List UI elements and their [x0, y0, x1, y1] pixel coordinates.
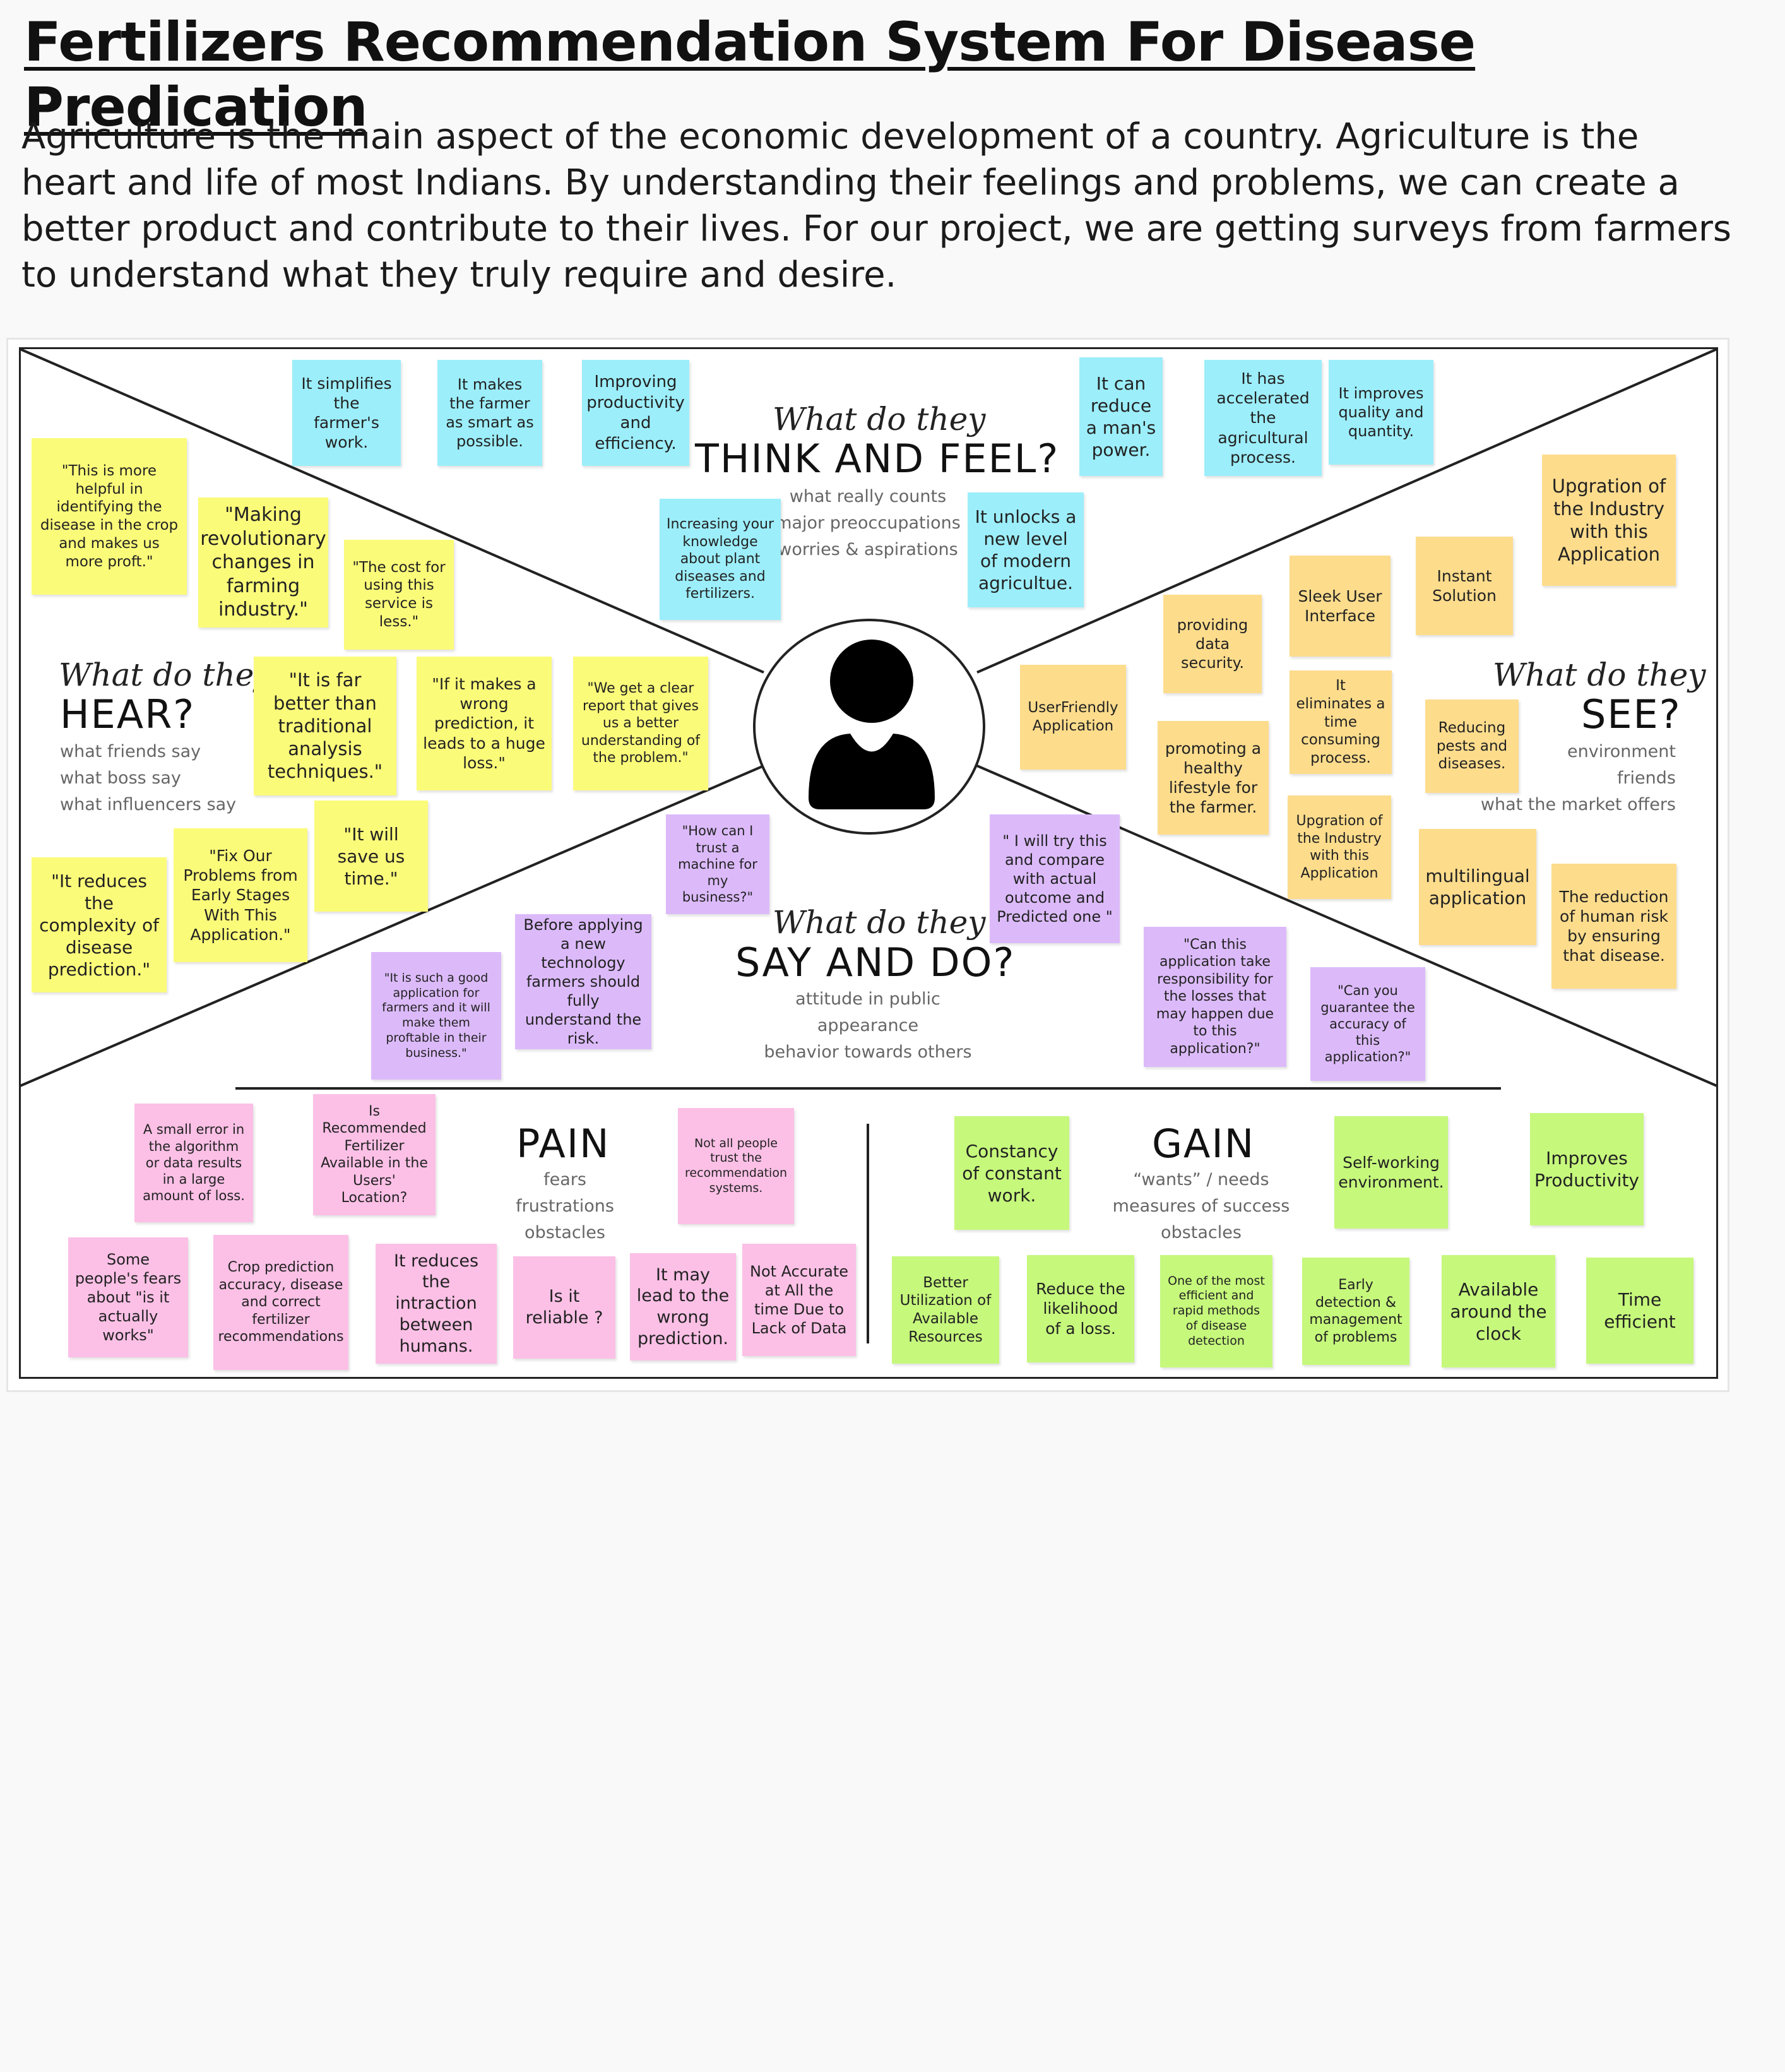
sticky-note-think: Improving productivity and efficiency.	[582, 360, 689, 466]
sticky-note-hear: "Fix Our Problems from Early Stages With…	[174, 828, 307, 962]
sticky-note-hear: "We get a clear report that gives us a b…	[573, 657, 708, 790]
sticky-note-see: Instant Solution	[1416, 537, 1513, 635]
sticky-note-gain: One of the most efficient and rapid meth…	[1160, 1255, 1272, 1367]
say-heading: SAY AND DO?	[735, 939, 1016, 985]
hear-subtitles: what friends say what boss say what influe…	[60, 742, 237, 814]
user-icon	[809, 640, 935, 809]
persona-hub	[753, 619, 985, 835]
sticky-note-pain: Crop prediction accuracy, disease and co…	[213, 1235, 348, 1370]
divider-top-left	[20, 348, 764, 674]
hear-heading-script: What do they	[59, 657, 272, 693]
sticky-note-hear: "It reduces the complexity of disease pr…	[32, 857, 167, 992]
sticky-note-pain: A small error in the algorithm or data r…	[134, 1104, 253, 1222]
sticky-note-think: It unlocks a new level of modern agricul…	[968, 492, 1084, 607]
sticky-note-pain: Is it reliable ?	[513, 1256, 615, 1359]
sticky-note-see: Upgration of the Industry with this Appl…	[1288, 795, 1391, 899]
pain-heading: PAIN	[516, 1121, 610, 1167]
sticky-note-gain: Constancy of constant work.	[954, 1116, 1069, 1230]
sticky-note-say: "Can you guarantee the accuracy of this …	[1310, 967, 1425, 1081]
pain-subtitles: fears frustrations obstacles	[516, 1170, 614, 1242]
divider-bottom-left	[20, 765, 764, 1087]
say-subtitles: attitude in public appearance behavior tow…	[764, 989, 972, 1062]
sticky-note-hear: "Making revolutionary changes in farming…	[198, 497, 328, 628]
gain-heading: GAIN	[1152, 1121, 1255, 1167]
sticky-note-pain: Some people's fears about "is it actuall…	[68, 1237, 188, 1357]
sticky-note-pain: It may lead to the wrong prediction.	[630, 1253, 736, 1360]
sticky-note-gain: Self-working environment.	[1334, 1116, 1448, 1229]
sticky-note-gain: Reduce the likelihood of a loss.	[1027, 1255, 1134, 1362]
sticky-note-think: It simplifies the farmer's work.	[292, 360, 401, 466]
sticky-note-see: It eliminates a time consuming process.	[1290, 670, 1392, 774]
page-title: Fertilizers Recommendation System For Di…	[24, 11, 1476, 140]
sticky-note-gain: Better Utilization of Available Resource…	[892, 1256, 999, 1364]
sticky-note-hear: "If it makes a wrong prediction, it lead…	[417, 657, 552, 790]
see-heading: SEE?	[1581, 691, 1681, 737]
sticky-note-gain: Available around the clock	[1442, 1255, 1555, 1367]
sticky-note-think: It makes the farmer as smart as possible…	[437, 360, 542, 466]
sticky-note-see: The reduction of human risk by ensuring …	[1551, 864, 1676, 989]
sticky-note-say: "It is such a good application for farme…	[371, 952, 501, 1080]
sticky-note-hear: "It is far better than traditional analy…	[254, 657, 396, 795]
sticky-note-see: Sleek User Interface	[1290, 556, 1391, 657]
sticky-note-say: "Can this application take responsibilit…	[1144, 927, 1286, 1067]
sticky-note-say: " I will try this and compare with actua…	[990, 814, 1120, 943]
sticky-note-hear: "It will save us time."	[314, 801, 428, 912]
sticky-note-see: promoting a healthy lifestyle for the fa…	[1158, 721, 1269, 835]
sticky-note-say: "How can I trust a machine for my busine…	[666, 814, 769, 914]
sticky-note-see: Reducing pests and diseases.	[1425, 700, 1519, 793]
sticky-note-pain: Not all people trust the recommendation …	[678, 1108, 794, 1224]
sticky-note-think: It can reduce a man's power.	[1079, 357, 1163, 476]
sticky-note-say: Before applying a new technology farmers…	[515, 914, 651, 1049]
sticky-note-think: It improves quality and quantity.	[1329, 360, 1433, 465]
sticky-note-think: Increasing your knowledge about plant di…	[660, 499, 781, 620]
sticky-note-pain: Is Recommended Fertilizer Available in t…	[313, 1094, 436, 1215]
see-heading-script: What do they	[1493, 657, 1706, 693]
think-subtitles: what really counts major preoccupations wo…	[775, 487, 961, 559]
think-heading-script: What do they	[773, 401, 986, 438]
sticky-note-think: It has accelerated the agricultural proc…	[1204, 360, 1322, 476]
sticky-note-gain: Early detection & management of problems	[1302, 1258, 1409, 1365]
sticky-note-hear: "This is more helpful in identifying the…	[32, 438, 187, 595]
hear-heading: HEAR?	[60, 691, 196, 737]
sticky-note-pain: Not Accurate at All the time Due to Lack…	[742, 1244, 856, 1356]
sticky-note-hear: "The cost for using this service is less…	[344, 540, 454, 650]
gain-subtitles: “wants” / needs measures of success obstac…	[1112, 1170, 1290, 1242]
sticky-note-see: multilingual application	[1419, 829, 1536, 945]
sticky-note-see: Upgration of the Industry with this Appl…	[1542, 455, 1676, 586]
see-subtitles: environment friends what the market offers	[1480, 742, 1676, 814]
think-heading: THINK AND FEEL?	[695, 436, 1060, 482]
sticky-note-see: UserFriendly Application	[1020, 665, 1126, 770]
sticky-note-gain: Time efficient	[1586, 1258, 1693, 1364]
sticky-note-pain: It reduces the intraction between humans…	[376, 1244, 497, 1364]
sticky-note-see: providing data security.	[1163, 595, 1262, 693]
divider-top-right	[976, 348, 1717, 674]
say-heading-script: What do they	[773, 904, 986, 941]
sticky-note-gain: Improves Productivity	[1530, 1113, 1644, 1225]
intro-paragraph: Agriculture is the main aspect of the ec…	[21, 116, 1732, 295]
